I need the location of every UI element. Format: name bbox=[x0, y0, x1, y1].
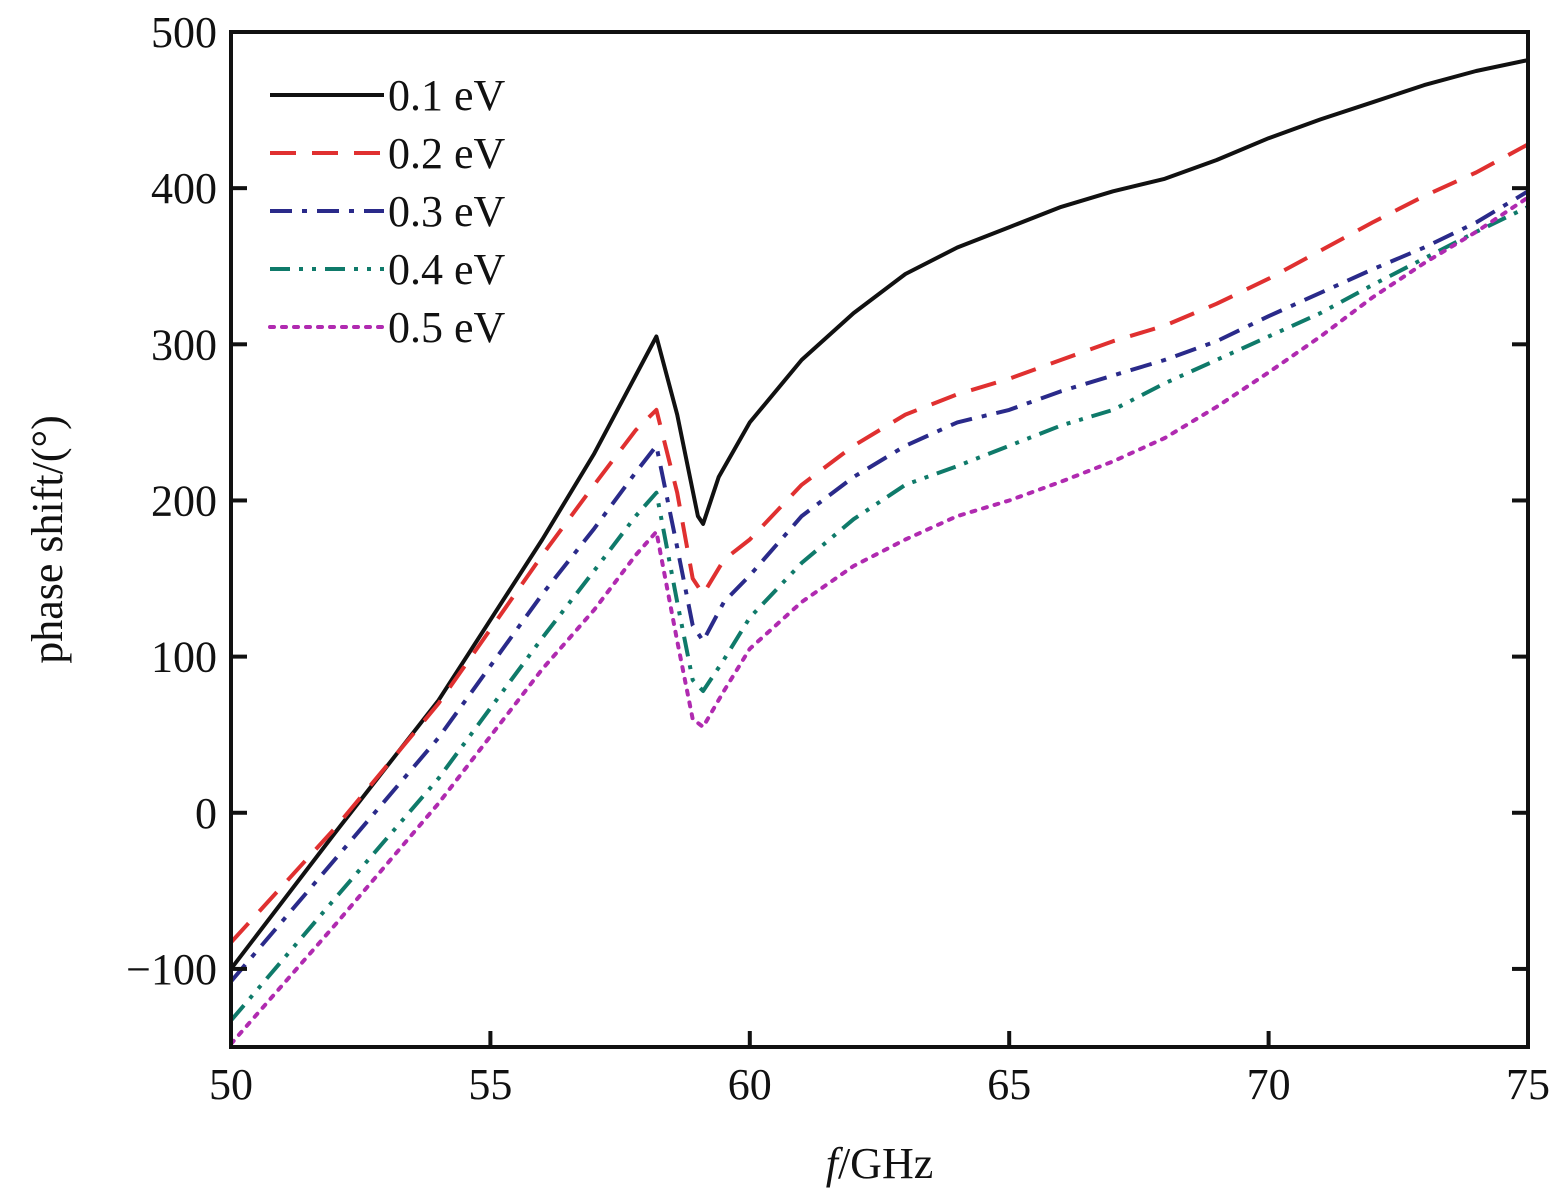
x-axis-title: f/GHz bbox=[826, 1139, 934, 1188]
x-tick-label-55: 55 bbox=[468, 1060, 512, 1109]
plot-frame bbox=[229, 30, 1530, 1049]
y-tick-label-2: 100 bbox=[151, 633, 217, 682]
series-line-2 bbox=[231, 142, 1528, 944]
ticks-layer bbox=[229, 30, 1530, 1047]
legend: 0.1 eV 0.2 eV 0.3 eV 0.4 eV 0.5 eV bbox=[268, 71, 506, 352]
x-tick-label-60: 60 bbox=[728, 1060, 772, 1109]
legend-label-2: 0.2 eV bbox=[388, 129, 506, 178]
legend-label-4: 0.4 eV bbox=[388, 245, 506, 294]
y-tick-label-4: 300 bbox=[151, 320, 217, 369]
x-tick-label-70: 70 bbox=[1247, 1060, 1291, 1109]
x-axis-title-unit: /GHz bbox=[838, 1139, 933, 1188]
series-line-1 bbox=[231, 58, 1528, 971]
series-line-4 bbox=[231, 205, 1528, 1022]
legend-label-1: 0.1 eV bbox=[388, 71, 506, 120]
y-tick-label-1: 0 bbox=[195, 789, 217, 838]
legend-label-5: 0.5 eV bbox=[388, 303, 506, 352]
series-line-5 bbox=[231, 195, 1528, 1046]
y-tick-label-6: 500 bbox=[151, 8, 217, 57]
x-tick-label-75: 75 bbox=[1506, 1060, 1550, 1109]
y-axis-title: phase shift/(°) bbox=[23, 415, 72, 664]
series-layer bbox=[231, 58, 1528, 1046]
y-tick-label-5: 400 bbox=[151, 164, 217, 213]
y-tick-label-0: −100 bbox=[126, 945, 217, 994]
x-tick-label-50: 50 bbox=[209, 1060, 253, 1109]
x-tick-label-65: 65 bbox=[987, 1060, 1031, 1109]
legend-label-3: 0.3 eV bbox=[388, 187, 506, 236]
y-tick-label-3: 200 bbox=[151, 476, 217, 525]
labels-layer: 50 55 60 65 70 75 −100 0 100 200 300 400 500 bbox=[126, 8, 1550, 1109]
